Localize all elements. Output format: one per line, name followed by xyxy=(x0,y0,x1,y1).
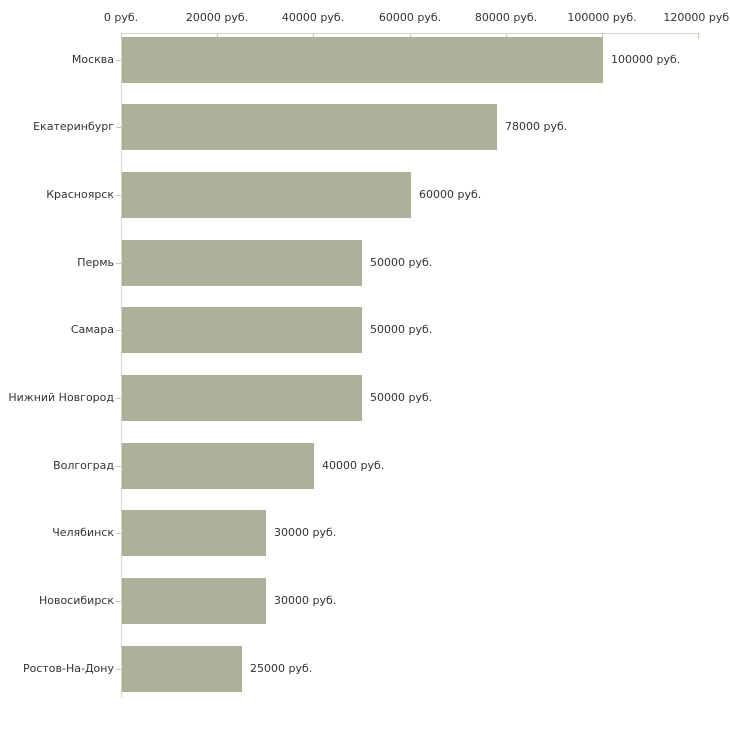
value-label: 50000 руб. xyxy=(370,256,433,269)
category-label: Нижний Новгород xyxy=(8,391,114,404)
bar xyxy=(122,37,603,83)
x-tick-mark xyxy=(410,33,411,39)
value-label: 100000 руб. xyxy=(611,53,681,66)
category-tick-mark xyxy=(116,669,121,670)
bar xyxy=(122,375,362,421)
category-tick-mark xyxy=(116,398,121,399)
value-label: 50000 руб. xyxy=(370,391,433,404)
bar xyxy=(122,172,411,218)
bar xyxy=(122,240,362,286)
category-label: Пермь xyxy=(77,256,114,269)
category-label: Екатеринбург xyxy=(33,120,114,133)
category-tick-mark xyxy=(116,533,121,534)
category-tick-mark xyxy=(116,195,121,196)
x-tick-label: 120000 руб. xyxy=(663,11,730,24)
x-tick-label: 40000 руб. xyxy=(281,11,345,24)
x-tick-label: 0 руб. xyxy=(103,11,139,24)
category-label: Ростов-На-Дону xyxy=(22,662,114,675)
category-tick-mark xyxy=(116,127,121,128)
x-tick-mark xyxy=(602,33,603,39)
bar xyxy=(122,443,314,489)
category-label: Красноярск xyxy=(46,188,114,201)
category-label: Челябинск xyxy=(52,526,114,539)
x-tick-label: 60000 руб. xyxy=(378,11,442,24)
bar xyxy=(122,104,497,150)
x-tick-mark xyxy=(698,33,699,39)
bar xyxy=(122,646,242,692)
x-tick-mark xyxy=(121,33,122,39)
x-tick-mark xyxy=(506,33,507,39)
category-tick-mark xyxy=(116,263,121,264)
x-tick-label: 20000 руб. xyxy=(185,11,249,24)
x-tick-mark xyxy=(217,33,218,39)
value-label: 40000 руб. xyxy=(322,459,385,472)
value-label: 25000 руб. xyxy=(250,662,313,675)
x-tick-mark xyxy=(313,33,314,39)
category-tick-mark xyxy=(116,466,121,467)
bar xyxy=(122,578,266,624)
category-tick-mark xyxy=(116,60,121,61)
value-label: 30000 руб. xyxy=(274,526,337,539)
x-tick-label: 100000 руб. xyxy=(567,11,637,24)
x-tick-label: 80000 руб. xyxy=(474,11,538,24)
category-label: Самара xyxy=(70,323,114,336)
value-label: 60000 руб. xyxy=(419,188,482,201)
value-label: 78000 руб. xyxy=(505,120,568,133)
category-label: Волгоград xyxy=(53,459,114,472)
value-label: 30000 руб. xyxy=(274,594,337,607)
value-label: 50000 руб. xyxy=(370,323,433,336)
bar xyxy=(122,307,362,353)
category-tick-mark xyxy=(116,601,121,602)
category-label: Новосибирск xyxy=(38,594,114,607)
y-axis-line xyxy=(121,33,122,698)
category-tick-mark xyxy=(116,330,121,331)
category-label: Москва xyxy=(71,53,114,66)
bar xyxy=(122,510,266,556)
